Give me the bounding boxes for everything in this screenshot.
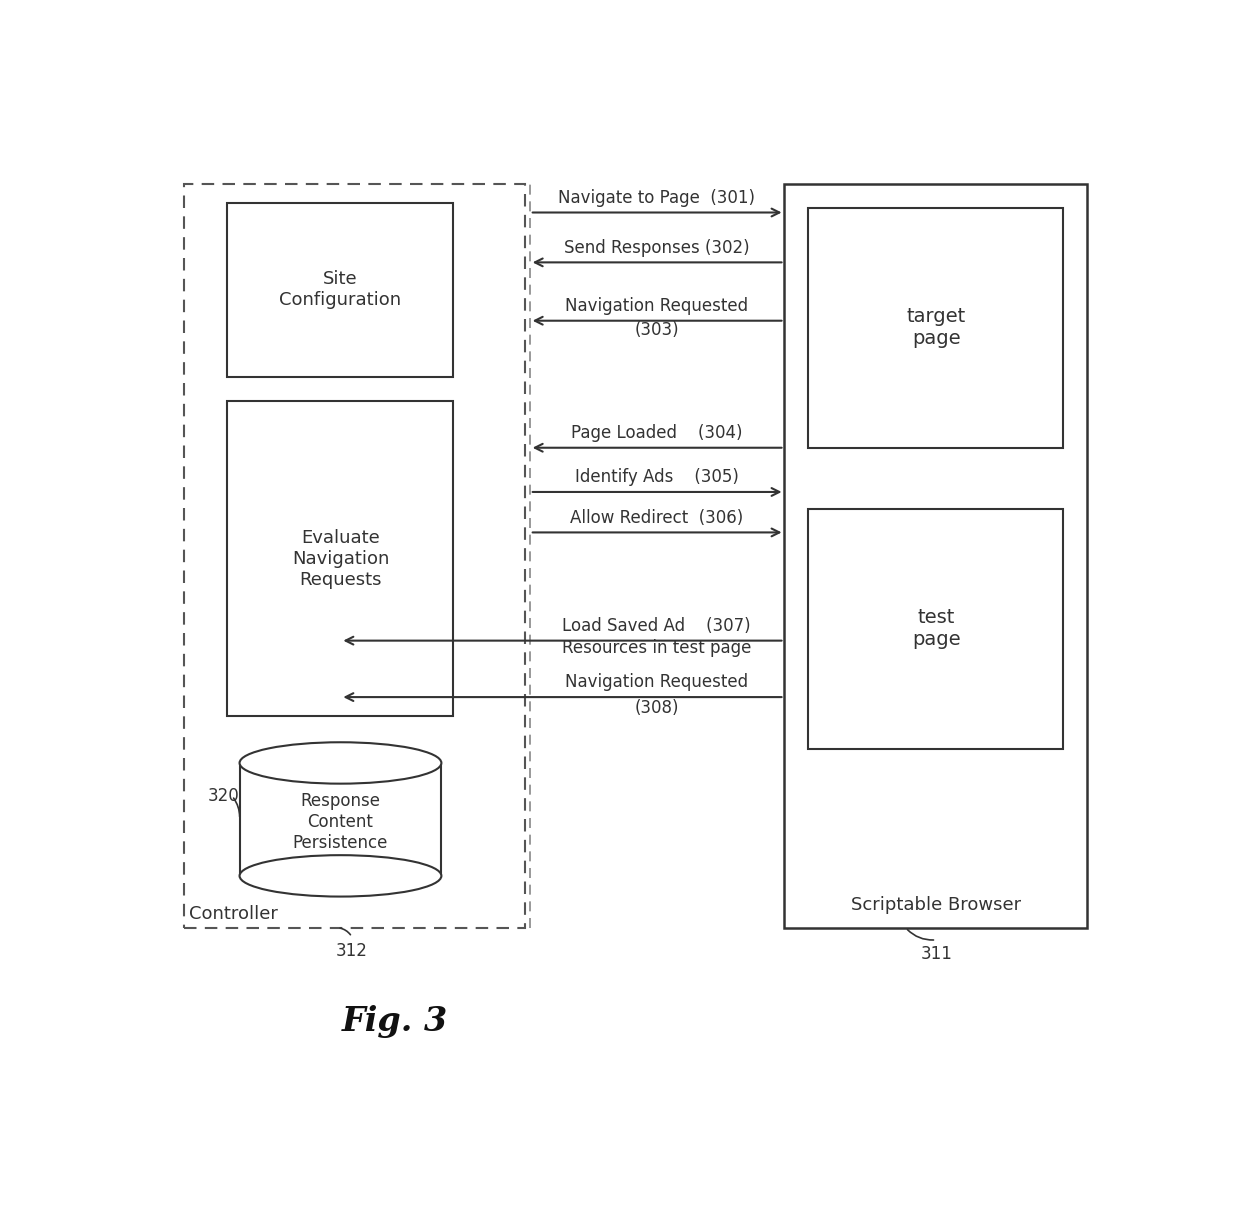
Text: 312: 312 [336,942,368,959]
Bar [785,185,1087,927]
Text: Navigate to Page  (301): Navigate to Page (301) [558,189,755,207]
Text: Load Saved Ad    (307): Load Saved Ad (307) [562,617,751,635]
Text: Navigation Requested: Navigation Requested [565,297,748,315]
Text: (303): (303) [635,320,680,338]
Text: Page Loaded    (304): Page Loaded (304) [570,424,743,442]
Bar [227,203,453,378]
Text: Resources in test page: Resources in test page [562,639,751,656]
Text: Identify Ads    (305): Identify Ads (305) [574,468,739,486]
Text: Scriptable Browser: Scriptable Browser [851,896,1022,914]
Text: Response
Content
Persistence: Response Content Persistence [293,792,388,852]
Text: (308): (308) [635,699,678,717]
Text: test
page: test page [911,607,961,649]
Bar [808,508,1063,749]
Text: Controller: Controller [188,906,278,923]
Bar [808,208,1063,447]
Text: Navigation Requested: Navigation Requested [565,673,748,692]
Text: target
page: target page [906,307,966,348]
Bar [239,763,441,876]
Text: Send Responses (302): Send Responses (302) [564,238,749,257]
Bar [184,185,525,927]
Text: 311: 311 [920,945,952,963]
Text: Allow Redirect  (306): Allow Redirect (306) [570,508,743,527]
Bar [227,401,453,716]
Text: Fig. 3: Fig. 3 [342,1006,449,1039]
Text: Site
Configuration: Site Configuration [279,270,402,309]
Ellipse shape [239,855,441,897]
Text: Evaluate
Navigation
Requests: Evaluate Navigation Requests [291,529,389,589]
Text: 320: 320 [208,787,239,805]
Ellipse shape [239,742,441,783]
